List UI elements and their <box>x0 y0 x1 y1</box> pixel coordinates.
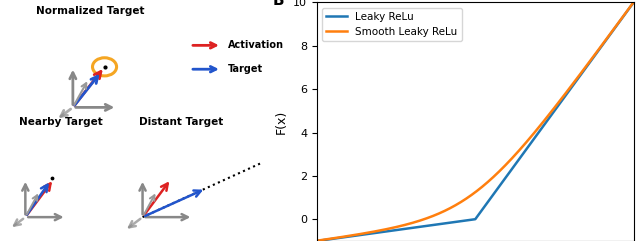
Text: Target: Target <box>228 64 263 74</box>
Leaky ReLu <box>459 220 467 222</box>
Smooth Leaky ReLu <box>467 194 475 197</box>
Smooth Leaky ReLu <box>313 239 321 241</box>
Text: Nearby Target: Nearby Target <box>19 117 103 127</box>
Smooth Leaky ReLu <box>563 91 570 94</box>
Leaky ReLu <box>563 93 570 96</box>
Line: Leaky ReLu: Leaky ReLu <box>317 2 634 241</box>
Text: B: B <box>273 0 284 8</box>
Legend: Leaky ReLu, Smooth Leaky ReLu: Leaky ReLu, Smooth Leaky ReLu <box>322 8 461 41</box>
Smooth Leaky ReLu <box>620 13 628 16</box>
Leaky ReLu <box>620 14 628 17</box>
Smooth Leaky ReLu <box>621 13 628 16</box>
Smooth Leaky ReLu <box>459 200 467 202</box>
Leaky ReLu <box>467 218 475 221</box>
Text: Distant Target: Distant Target <box>140 117 223 127</box>
Text: Normalized Target: Normalized Target <box>36 6 145 16</box>
Y-axis label: F(x): F(x) <box>275 110 287 134</box>
Leaky ReLu <box>313 240 321 241</box>
Leaky ReLu <box>621 13 628 16</box>
Leaky ReLu <box>329 237 337 240</box>
Line: Smooth Leaky ReLu: Smooth Leaky ReLu <box>317 2 634 241</box>
Leaky ReLu <box>630 1 637 4</box>
Smooth Leaky ReLu <box>630 1 637 4</box>
Smooth Leaky ReLu <box>329 237 337 240</box>
Text: Activation: Activation <box>228 40 284 50</box>
